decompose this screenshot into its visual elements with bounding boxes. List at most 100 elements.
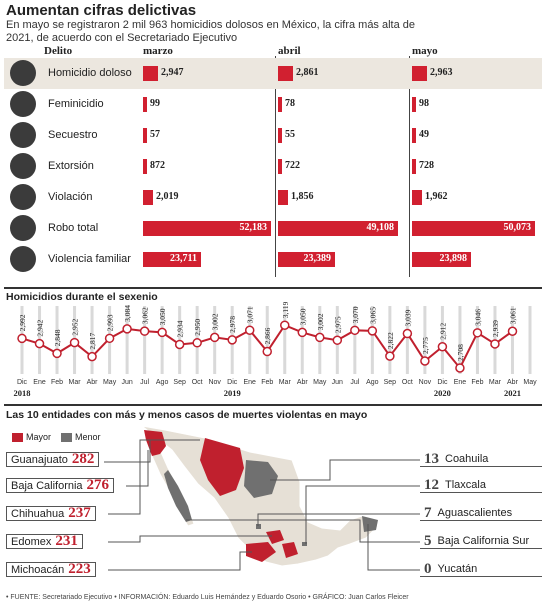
tick-label: May (523, 379, 537, 386)
column-header-abril: abril (278, 45, 301, 57)
data-label: 3,050 (158, 308, 167, 325)
month-column (440, 306, 444, 374)
data-point (332, 335, 343, 345)
bar (278, 97, 282, 112)
month-column (55, 306, 59, 374)
table-row: Violación 2,019 1,856 1,962 (4, 182, 542, 213)
tick-label: Nov (208, 379, 221, 386)
year-label: 2020 (434, 388, 451, 398)
data-label: 2,708 (456, 344, 465, 361)
bar-value-label: 78 (285, 98, 295, 109)
state-name: Aguascalientes (437, 507, 513, 519)
tick-label: Abr (297, 379, 309, 386)
legend-label-mayor: Mayor (26, 432, 52, 442)
state-label-menor: 12 Tlaxcala (420, 477, 542, 493)
bar-value-label: 1,856 (291, 191, 314, 202)
month-column (475, 306, 479, 374)
state-value: 282 (71, 451, 95, 467)
person-icon (10, 184, 36, 210)
legend-swatch-mayor (12, 432, 23, 442)
bar (143, 66, 158, 81)
data-point (139, 326, 150, 336)
state-label-menor: 13 Coahuila (420, 451, 542, 467)
section-rule (4, 287, 542, 289)
month-column (143, 306, 147, 374)
state-name: Baja California Sur (437, 535, 530, 547)
month-column (265, 306, 269, 374)
bar-value-label: 52,183 (239, 222, 268, 233)
tick-label: Dic (437, 379, 448, 386)
data-label: 2,952 (71, 318, 80, 335)
column-header-delito: Delito (44, 45, 73, 57)
state-label-mayor: Edomex 231 (6, 533, 83, 549)
month-column (370, 306, 374, 374)
bar (412, 66, 427, 81)
tick-label: Jul (350, 379, 359, 386)
bar (143, 97, 147, 112)
state-label-mayor: Michoacán 223 (6, 561, 96, 577)
table-row: Robo total 52,183 49,108 50,073 (4, 213, 542, 244)
data-label: 2,942 (36, 320, 45, 337)
mexico-map (104, 425, 420, 571)
bar-value-label: 728 (419, 160, 434, 171)
data-point (472, 328, 483, 338)
tick-label: Jun (332, 379, 343, 386)
data-label: 3,002 (211, 313, 220, 330)
row-label: Violación (48, 191, 93, 203)
bar-value-label: 57 (150, 129, 160, 140)
tick-label: Dic (17, 379, 28, 386)
month-column (125, 306, 129, 374)
data-label: 2,950 (193, 319, 202, 336)
month-column (510, 306, 514, 374)
data-label: 3,084 (123, 305, 132, 322)
bar-value-label: 23,389 (303, 253, 332, 264)
state-label-menor: 0 Yucatán (420, 561, 542, 577)
data-label: 3,065 (368, 307, 377, 324)
month-column (283, 306, 287, 374)
tick-label: May (103, 379, 117, 386)
tick-label: Ene (454, 379, 467, 386)
legend-swatch-menor (61, 432, 73, 442)
bar (278, 128, 282, 143)
state-value: 7 (424, 504, 432, 521)
month-column (388, 306, 392, 374)
data-label: 3,070 (351, 306, 360, 323)
bar (412, 159, 416, 174)
month-column (528, 306, 532, 374)
data-label: 3,062 (141, 307, 150, 324)
data-label: 3,039 (403, 309, 412, 326)
data-label: 2,978 (228, 316, 237, 333)
row-label: Homicidio doloso (48, 67, 132, 79)
month-column (458, 306, 462, 374)
data-point (350, 325, 360, 336)
data-point (455, 363, 465, 373)
month-column (423, 306, 427, 374)
tick-label: Nov (419, 379, 432, 386)
state-baja-california (144, 430, 166, 456)
data-label: 2,848 (53, 329, 62, 346)
state-value: 5 (424, 532, 432, 549)
tick-label: Ago (156, 379, 169, 386)
state-label-menor: 7 Aguascalientes (420, 504, 542, 521)
tick-label: Mar (279, 379, 292, 386)
bar-value-label: 2,019 (156, 191, 179, 202)
data-point (280, 320, 290, 330)
tick-label: Jul (140, 379, 149, 386)
column-divider (275, 56, 276, 277)
month-column (405, 306, 409, 374)
state-value: 237 (68, 505, 91, 521)
bar (412, 252, 471, 267)
bar (278, 190, 288, 205)
data-point (122, 324, 132, 334)
data-label: 2,934 (176, 320, 185, 337)
tick-label: May (313, 379, 327, 386)
section-rule (4, 404, 542, 406)
data-label: 2,939 (491, 320, 500, 337)
data-label: 2,912 (438, 323, 447, 340)
data-label: 2,975 (333, 316, 342, 333)
state-name: Michoacán (11, 563, 65, 576)
map-title: Las 10 entidades con más y menos casos d… (6, 409, 368, 421)
homicides-line-chart: 2,992 2,942 2,848 2,952 2,817 2,993 3,084 3,062… (14, 302, 538, 398)
column-header-mayo: mayo (412, 45, 438, 57)
data-point (490, 339, 500, 349)
